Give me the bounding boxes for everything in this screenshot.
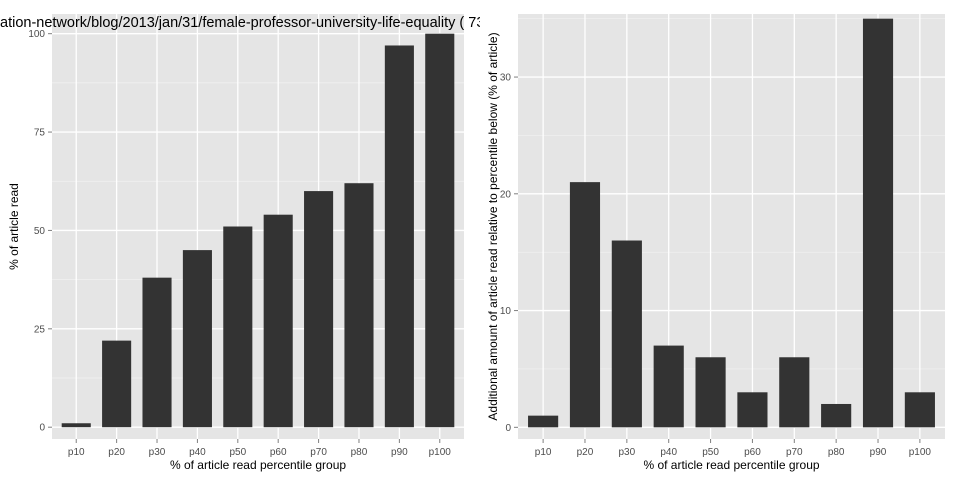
x-tick-label: p20 [577,447,594,458]
y-axis-title: Additional amount of article read relati… [486,32,500,420]
x-tick-label: p90 [391,447,408,458]
bar-p80[interactable] [821,403,852,428]
bar-p50[interactable] [223,226,253,428]
figure-title: ation-network/blog/2013/jan/31/female-pr… [0,15,480,31]
bar-p60[interactable] [737,392,768,428]
x-tick-label: p30 [149,447,166,458]
bar-p100[interactable] [425,33,455,428]
y-tick-label: 0 [39,423,45,434]
x-tick-label: p40 [660,447,677,458]
chart-panel-2: 0 10 20 30 p10 p20 p30 p40 p50 p60 p70 p80 p90 p100 % … [486,14,945,472]
bar-p30[interactable] [142,277,172,428]
y-tick-label: 0 [505,423,511,434]
x-tick-label: p50 [702,447,719,458]
x-tick-label: p40 [189,447,206,458]
bar-p80[interactable] [344,183,374,428]
y-tick-label: 75 [34,128,46,139]
bar-p10[interactable] [61,423,91,428]
bar-p90[interactable] [862,18,894,428]
y-tick-label: 100 [28,29,45,40]
bar-p60[interactable] [263,214,293,428]
x-tick-label: p90 [870,447,887,458]
x-tick-label: p60 [744,447,761,458]
x-tick-label: p60 [270,447,287,458]
y-tick-label: 50 [34,226,46,237]
bar-p30[interactable] [611,240,642,428]
x-tick-label: p50 [229,447,246,458]
x-axis-title: % of article read percentile group [643,458,819,472]
bar-p70[interactable] [304,191,334,428]
x-axis-title: % of article read percentile group [170,458,346,472]
x-tick-label: p100 [909,447,932,458]
bar-p50[interactable] [695,357,726,428]
y-axis-title: % of article read [7,183,21,270]
x-tick-label: p100 [429,447,452,458]
bar-p10[interactable] [528,415,559,428]
bar-p40[interactable] [653,345,684,428]
bar-p20[interactable] [569,182,601,428]
y-tick-label: 20 [500,189,512,200]
x-tick-label: p70 [310,447,327,458]
x-tick-label: p70 [786,447,803,458]
bar-p40[interactable] [182,250,212,428]
y-tick-label: 30 [500,73,512,84]
bar-p100[interactable] [904,392,935,428]
bar-p70[interactable] [779,357,810,428]
x-tick-label: p10 [68,447,85,458]
bar-p20[interactable] [102,340,132,428]
x-tick-label: p80 [351,447,368,458]
x-tick-label: p30 [618,447,635,458]
x-tick-label: p10 [535,447,552,458]
y-tick-label: 25 [34,324,46,335]
bar-p90[interactable] [384,45,414,428]
y-tick-label: 10 [500,306,512,317]
chart-panel-1: 0 25 50 75 100 p10 p20 p30 p40 p50 p60 p70 p80 p90 p10… [7,14,464,472]
x-tick-label: p20 [108,447,125,458]
x-tick-label: p80 [828,447,845,458]
